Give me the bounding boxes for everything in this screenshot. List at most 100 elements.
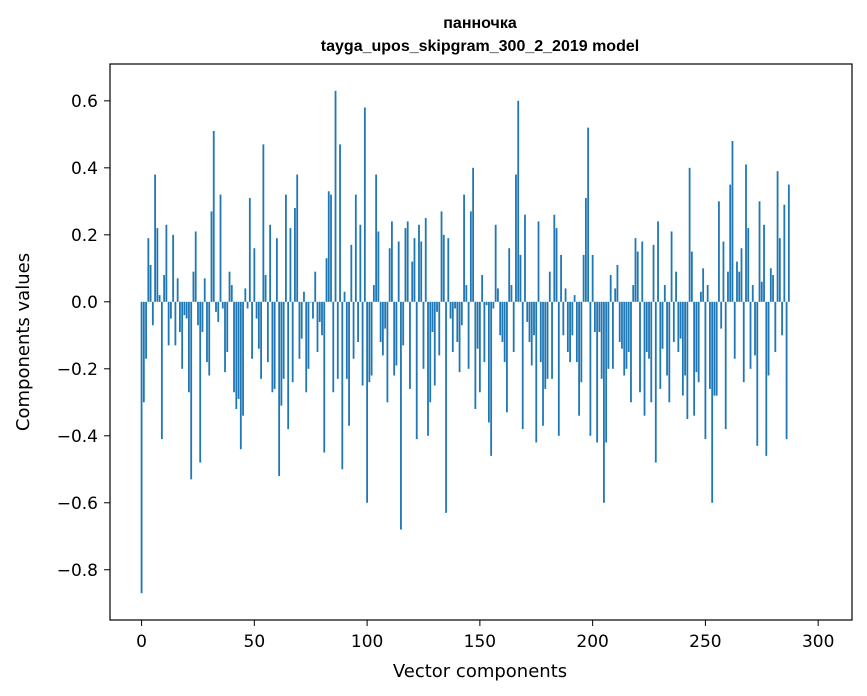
bar (612, 301, 614, 369)
bar (375, 174, 378, 302)
y-tick-label: 0.4 (71, 159, 98, 179)
bar (431, 301, 434, 332)
bar (774, 301, 777, 353)
bar (314, 271, 317, 302)
bar (751, 285, 754, 302)
x-axis-ticks: 0 50 100 150 200 250 300 (136, 620, 834, 652)
bar (323, 301, 326, 453)
bar (235, 301, 238, 409)
bar (553, 214, 556, 302)
bar (548, 271, 551, 302)
chart-subtitle: tayga_upos_skipgram_300_2_2019 model (321, 38, 639, 55)
bar (167, 301, 170, 346)
bar (483, 301, 486, 363)
bar (418, 224, 420, 302)
bar (327, 191, 330, 302)
bar (589, 301, 592, 436)
bar (330, 194, 332, 302)
bar (591, 254, 594, 302)
x-axis-label: Vector components (393, 661, 567, 682)
bar (544, 301, 547, 389)
bar (278, 301, 281, 476)
bar (400, 301, 402, 530)
bar (672, 301, 675, 342)
bar (409, 301, 411, 389)
bar (192, 271, 195, 302)
bar (709, 301, 711, 389)
bar (183, 301, 186, 316)
bar (742, 301, 745, 383)
bar (359, 224, 362, 302)
bar (521, 301, 524, 430)
bar (447, 238, 450, 302)
bar (422, 301, 425, 369)
bar (684, 301, 686, 376)
bar (285, 194, 287, 302)
bar (271, 301, 274, 393)
bar (551, 301, 553, 379)
bar (363, 107, 366, 302)
bar (420, 241, 423, 302)
bar (415, 301, 418, 440)
bar (156, 228, 159, 302)
bar (424, 218, 427, 302)
bar (783, 204, 786, 302)
bar (485, 301, 488, 306)
bar (208, 301, 211, 376)
bar-series (140, 90, 790, 594)
bar (575, 301, 578, 363)
bar (201, 301, 204, 332)
bar (526, 301, 529, 322)
bar (499, 301, 502, 336)
bar (368, 301, 371, 383)
bar (440, 211, 443, 302)
bar (386, 301, 389, 403)
bar (645, 301, 648, 353)
bar (219, 194, 222, 302)
bar (693, 301, 696, 416)
bar (474, 301, 477, 409)
bar (537, 221, 540, 302)
bar (296, 174, 299, 302)
bar (246, 301, 249, 309)
bar (503, 301, 506, 363)
bar (215, 301, 217, 312)
bar (300, 301, 303, 339)
bar (454, 301, 456, 309)
y-tick-label: −0.6 (57, 494, 98, 514)
bar (350, 244, 353, 302)
bar (456, 301, 459, 342)
bar (269, 224, 272, 302)
bar (325, 258, 328, 302)
bar (758, 201, 761, 302)
bar (366, 301, 368, 503)
bar (361, 301, 364, 386)
bar (273, 301, 276, 389)
plot-frame (109, 63, 853, 621)
bar (391, 221, 393, 302)
bar (713, 301, 716, 396)
bar (769, 268, 772, 302)
bar (760, 281, 763, 302)
bar (494, 224, 497, 302)
bar (251, 301, 253, 359)
bar (745, 164, 747, 302)
bar (614, 288, 617, 302)
bar (639, 301, 641, 393)
bar (510, 285, 513, 302)
bar (194, 231, 197, 302)
bar (652, 244, 655, 302)
bar (318, 301, 321, 322)
bar (142, 301, 145, 403)
bar (722, 241, 725, 302)
bar (535, 301, 538, 443)
bar (704, 301, 707, 440)
bar (429, 301, 432, 403)
bar (266, 301, 269, 363)
bar (228, 271, 231, 302)
bar (348, 301, 350, 426)
bar (248, 197, 251, 302)
bar (582, 254, 585, 302)
bar (260, 301, 262, 379)
bar (287, 301, 290, 430)
